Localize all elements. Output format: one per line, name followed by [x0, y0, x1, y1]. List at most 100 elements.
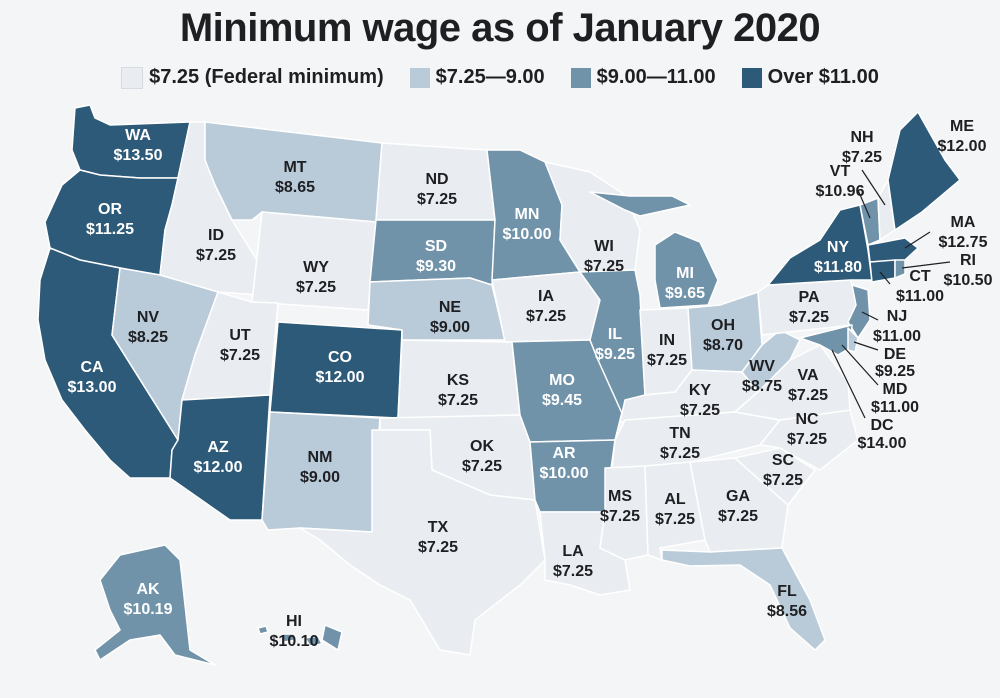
- state-hi-island-2: [281, 633, 297, 643]
- label-wy: WY $7.25: [296, 259, 336, 296]
- label-de: DE$9.25: [875, 346, 915, 380]
- svg-text:$8.65: $8.65: [275, 179, 315, 196]
- label-ok: OK $7.25: [462, 438, 502, 475]
- label-tn: TN $7.25: [660, 425, 700, 462]
- svg-text:IN: IN: [659, 332, 675, 349]
- svg-text:$10.19: $10.19: [124, 601, 173, 618]
- leader-ri: [901, 261, 951, 269]
- svg-text:$8.25: $8.25: [128, 329, 168, 346]
- svg-text:OR: OR: [98, 201, 122, 218]
- svg-text:$7.25: $7.25: [660, 445, 700, 462]
- label-ms: MS $7.25: [600, 488, 640, 525]
- svg-text:PA: PA: [798, 289, 819, 306]
- svg-text:MS: MS: [608, 488, 632, 505]
- svg-text:$13.00: $13.00: [68, 379, 117, 396]
- svg-text:MD: MD: [883, 381, 908, 398]
- svg-text:WA: WA: [125, 127, 151, 144]
- svg-text:$10.96: $10.96: [816, 183, 865, 200]
- svg-text:$11.00: $11.00: [873, 328, 921, 345]
- label-nv: NV $8.25: [128, 309, 168, 346]
- svg-text:$11.80: $11.80: [814, 259, 862, 276]
- leader-nj: [861, 311, 879, 321]
- svg-text:NM: NM: [308, 449, 333, 466]
- svg-text:VA: VA: [797, 367, 818, 384]
- state-me: [887, 111, 961, 231]
- leader-dc: [831, 349, 866, 419]
- label-mi: MI $9.65: [665, 265, 705, 302]
- svg-text:$9.30: $9.30: [416, 258, 456, 275]
- svg-text:$11.25: $11.25: [86, 221, 134, 238]
- state-wv: [741, 329, 801, 393]
- svg-text:NC: NC: [795, 411, 819, 428]
- label-or: OR $11.25: [86, 201, 134, 238]
- svg-text:MI: MI: [676, 265, 694, 282]
- label-ak: AK $10.19: [124, 581, 173, 618]
- label-il: IL $9.25: [595, 326, 635, 363]
- svg-text:$11.00: $11.00: [896, 288, 944, 305]
- svg-text:$7.25: $7.25: [584, 258, 624, 275]
- svg-text:$10.00: $10.00: [503, 226, 552, 243]
- leader-ma: [904, 231, 931, 249]
- svg-text:AK: AK: [136, 581, 160, 598]
- state-ia: [491, 271, 601, 343]
- label-mt: MT $8.65: [275, 159, 315, 196]
- svg-text:$7.25: $7.25: [763, 472, 803, 489]
- leader-de: [853, 341, 879, 351]
- svg-text:WY: WY: [303, 259, 329, 276]
- svg-text:$7.25: $7.25: [842, 149, 882, 166]
- svg-text:WV: WV: [749, 358, 775, 375]
- svg-text:AL: AL: [664, 491, 686, 508]
- label-ca: CA $13.00: [68, 359, 117, 396]
- state-hi-island-1: [257, 625, 269, 635]
- legend-label-mid: $9.00—11.00: [596, 66, 716, 88]
- label-vt: VT $10.96: [816, 163, 865, 200]
- label-az: AZ $12.00: [194, 439, 243, 476]
- svg-text:$10.50: $10.50: [944, 272, 993, 289]
- svg-text:$7.25: $7.25: [789, 309, 829, 326]
- svg-text:HI: HI: [286, 613, 302, 630]
- svg-text:AZ: AZ: [207, 439, 229, 456]
- svg-text:$7.25: $7.25: [417, 191, 457, 208]
- svg-text:MN: MN: [515, 206, 540, 223]
- legend-item-low: $7.25—9.00: [409, 66, 545, 89]
- label-oh: OH $8.70: [703, 317, 743, 354]
- label-nh: NH $7.25: [842, 129, 882, 166]
- svg-text:$8.70: $8.70: [703, 337, 743, 354]
- svg-text:$7.25: $7.25: [718, 508, 758, 525]
- svg-text:$7.25: $7.25: [438, 392, 478, 409]
- svg-text:$9.45: $9.45: [542, 392, 582, 409]
- legend-item-high: Over $11.00: [741, 66, 879, 89]
- label-wv: WV $8.75: [742, 358, 782, 395]
- state-ak: [94, 544, 216, 666]
- state-ri: [894, 259, 906, 279]
- svg-text:$7.25: $7.25: [647, 352, 687, 369]
- label-id: ID $7.25: [196, 227, 236, 264]
- svg-text:MA: MA: [951, 214, 976, 231]
- svg-text:$9.00: $9.00: [430, 319, 470, 336]
- svg-text:$7.25: $7.25: [462, 458, 502, 475]
- label-fl: FL $8.56: [767, 583, 807, 620]
- svg-text:$12.00: $12.00: [316, 369, 365, 386]
- svg-text:ID: ID: [208, 227, 224, 244]
- svg-text:ME: ME: [950, 118, 974, 135]
- svg-text:$9.65: $9.65: [665, 285, 705, 302]
- state-md: [799, 324, 853, 356]
- label-va: VA $7.25: [788, 367, 828, 404]
- label-ga: GA $7.25: [718, 488, 758, 525]
- label-wa: WA $13.50: [114, 127, 163, 164]
- svg-text:$12.00: $12.00: [194, 459, 243, 476]
- legend-swatch-high: [741, 67, 762, 88]
- svg-text:$8.56: $8.56: [767, 603, 807, 620]
- legend: $7.25 (Federal minimum) $7.25—9.00 $9.00…: [0, 66, 1000, 89]
- state-fl: [661, 547, 826, 651]
- svg-text:ND: ND: [425, 171, 448, 188]
- svg-text:NE: NE: [439, 299, 462, 316]
- svg-text:$7.25: $7.25: [220, 347, 260, 364]
- svg-text:$9.25: $9.25: [595, 346, 635, 363]
- svg-text:$10.00: $10.00: [540, 465, 589, 482]
- svg-text:RI: RI: [960, 252, 976, 269]
- svg-text:$7.25: $7.25: [418, 539, 458, 556]
- state-tx: [299, 429, 546, 656]
- state-ct: [869, 259, 896, 283]
